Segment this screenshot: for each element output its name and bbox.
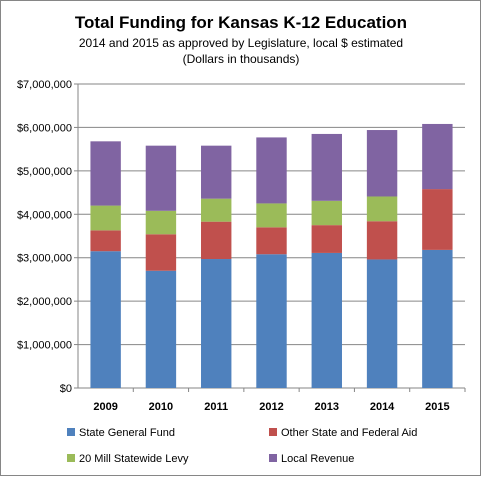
legend-swatch [269, 428, 277, 436]
legend-swatch [67, 454, 75, 462]
bar-20-mill-statewide-levy-2012 [256, 203, 287, 228]
y-tick-label: $2,000,000 [17, 296, 72, 308]
bar-local-revenue-2015 [422, 123, 453, 190]
y-tick-label: $6,000,000 [17, 122, 72, 134]
bar-state-general-fund-2013 [311, 252, 342, 388]
bar-state-general-fund-2012 [256, 254, 287, 388]
bar-state-general-fund-2010 [145, 270, 177, 388]
legend-label: State General Fund [79, 427, 175, 439]
x-tick-label: 2014 [370, 401, 395, 413]
bar-20-mill-statewide-levy-2013 [311, 200, 342, 226]
x-tick-label: 2010 [149, 401, 173, 413]
chart-subtitle-line-2: (Dollars in thousands) [183, 52, 300, 66]
x-axis-ticks: 2009 2010 2011 2012 2013 2014 2015 [93, 388, 466, 413]
legend: State General Fund Other State and Federa… [67, 427, 417, 465]
bar-state-general-fund-2014 [366, 259, 398, 388]
chart-subtitle-line-1: 2014 and 2015 as approved by Legislature… [79, 36, 403, 50]
y-tick-label: $5,000,000 [17, 166, 72, 178]
bar-20-mill-statewide-levy-2009 [90, 205, 121, 231]
legend-label: 20 Mill Statewide Levy [79, 453, 189, 465]
bar-local-revenue-2014 [366, 130, 398, 197]
x-tick-label: 2012 [259, 401, 283, 413]
x-tick-label: 2011 [204, 401, 228, 413]
y-tick-label: $0 [60, 383, 72, 395]
bar-local-revenue-2011 [201, 145, 232, 199]
bar-local-revenue-2009 [90, 141, 121, 206]
x-tick-label: 2009 [93, 401, 117, 413]
legend-swatch [269, 454, 277, 462]
bar-20-mill-statewide-levy-2010 [145, 210, 177, 235]
y-tick-label: $7,000,000 [17, 79, 72, 91]
legend-label: Local Revenue [281, 453, 354, 465]
bar-state-general-fund-2015 [422, 249, 453, 388]
bar-other-state-and-federal-aid-2011 [201, 221, 232, 260]
bar-local-revenue-2013 [311, 133, 342, 201]
bar-other-state-and-federal-aid-2010 [145, 234, 177, 271]
y-tick-label: $1,000,000 [17, 340, 72, 352]
chart-title: Total Funding for Kansas K-12 Education [75, 13, 407, 32]
bar-state-general-fund-2011 [201, 259, 232, 388]
bar-other-state-and-federal-aid-2012 [256, 227, 287, 255]
bar-other-state-and-federal-aid-2014 [366, 221, 398, 260]
y-axis-ticks: $0 $1,000,000 $2,000,000 $3,000,000 $4,000,0… [17, 79, 72, 395]
legend-label: Other State and Federal Aid [281, 427, 417, 439]
y-tick-label: $3,000,000 [17, 253, 72, 265]
bar-20-mill-statewide-levy-2014 [366, 196, 398, 222]
bars [90, 123, 453, 388]
x-tick-label: 2015 [425, 401, 449, 413]
bar-other-state-and-federal-aid-2009 [90, 230, 121, 252]
legend-swatch [67, 428, 75, 436]
x-tick-label: 2013 [315, 401, 339, 413]
bar-other-state-and-federal-aid-2013 [311, 225, 342, 253]
bar-other-state-and-federal-aid-2015 [422, 189, 453, 250]
bar-20-mill-statewide-levy-2011 [201, 198, 232, 222]
bar-local-revenue-2012 [256, 137, 287, 204]
y-tick-label: $4,000,000 [17, 209, 72, 221]
bar-state-general-fund-2009 [90, 251, 121, 388]
bar-local-revenue-2010 [145, 145, 177, 211]
